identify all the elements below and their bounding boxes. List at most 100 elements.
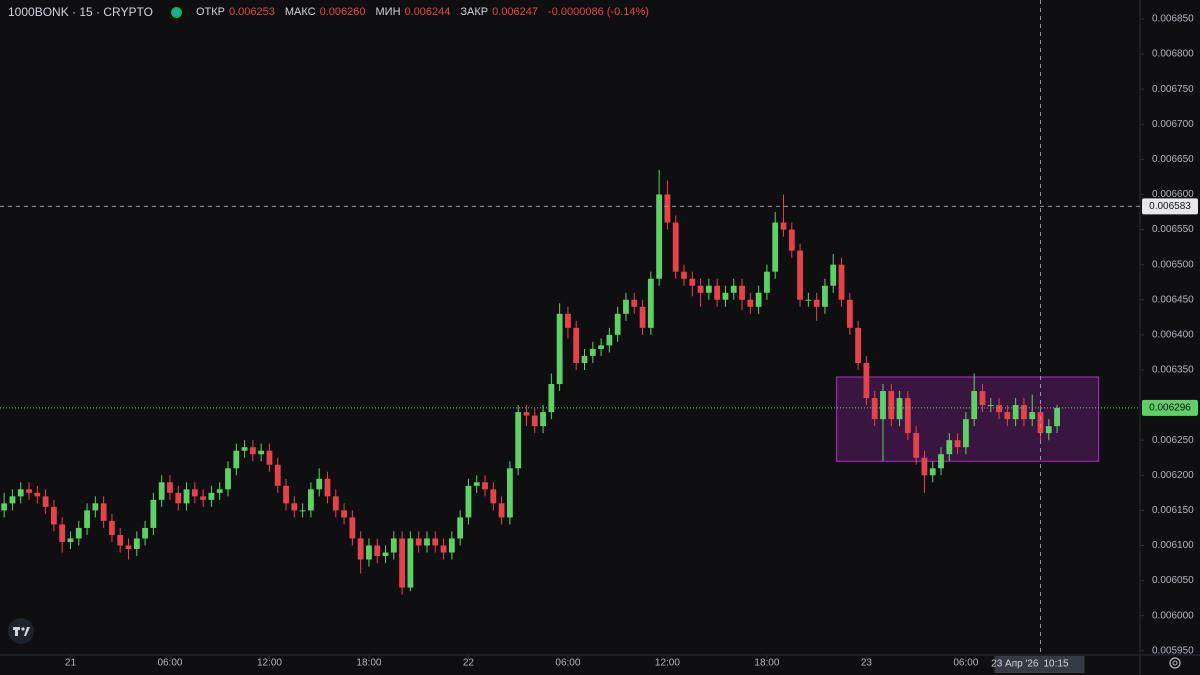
candle-body xyxy=(274,464,281,486)
candle-body xyxy=(167,482,173,493)
candle-body xyxy=(962,419,969,448)
candle-body xyxy=(175,492,182,504)
candle-body xyxy=(913,433,920,458)
open-value: 0.006253 xyxy=(228,6,275,18)
y-tick-label: 0.006600 xyxy=(1152,189,1194,200)
x-tick-label: 18:00 xyxy=(356,658,381,669)
candle-body xyxy=(846,299,853,328)
y-tick-label: 0.006050 xyxy=(1152,575,1194,586)
candle-body xyxy=(788,229,795,251)
high-label: МАКС xyxy=(284,6,316,18)
candle-body xyxy=(689,278,696,286)
candle-body xyxy=(117,534,124,546)
y-tick-label: 0.006100 xyxy=(1152,540,1194,551)
candle-body xyxy=(805,299,812,301)
candle-body xyxy=(216,489,223,493)
y-tick-label: 0.006700 xyxy=(1152,119,1194,130)
close-value: 0.006247 xyxy=(492,6,539,18)
candle-body xyxy=(473,482,480,486)
candle-body xyxy=(142,527,148,539)
last-price-tag xyxy=(1142,399,1198,416)
y-tick-label: 0.006500 xyxy=(1152,259,1194,270)
candle-body xyxy=(357,538,364,560)
candle-body xyxy=(241,447,248,451)
candle-body xyxy=(291,503,298,511)
candle-body xyxy=(59,524,66,542)
candle-body xyxy=(515,412,522,469)
candle-body xyxy=(183,489,190,504)
candle-body xyxy=(755,292,762,307)
candle-body xyxy=(249,447,256,455)
candle-body xyxy=(1021,405,1027,420)
candle-body xyxy=(954,440,961,448)
candle-body xyxy=(697,285,704,293)
candle-body xyxy=(498,503,505,518)
candle-body xyxy=(225,468,231,490)
candle-body xyxy=(366,545,372,560)
candle-body xyxy=(92,503,99,511)
candle-body xyxy=(457,517,464,539)
x-tick-label: 22 xyxy=(463,658,475,669)
candle-body xyxy=(921,457,928,476)
candle-body xyxy=(556,313,563,385)
candle-body xyxy=(548,384,555,413)
low-label: МИН xyxy=(375,6,401,18)
y-tick-label: 0.006350 xyxy=(1152,365,1194,376)
candle-body xyxy=(26,489,32,493)
settings-icon[interactable] xyxy=(1169,657,1181,669)
candle-body xyxy=(349,517,356,539)
candle-body xyxy=(813,299,820,307)
candle-body xyxy=(681,271,687,279)
candles xyxy=(1,169,1060,595)
candle-body xyxy=(797,250,803,300)
candle-body xyxy=(158,482,165,500)
y-tick-label: 0.006150 xyxy=(1152,505,1194,516)
candle-body xyxy=(996,405,1002,413)
candle-body xyxy=(200,496,207,500)
candle-body xyxy=(465,485,472,518)
candle-body xyxy=(17,489,24,497)
candle-body xyxy=(133,538,140,549)
candle-body xyxy=(374,545,381,557)
candle-body xyxy=(764,271,770,293)
candle-body xyxy=(399,538,406,588)
candle-body xyxy=(722,292,729,300)
candle-body xyxy=(780,222,787,230)
candle-body xyxy=(540,412,546,427)
candle-body xyxy=(946,440,953,455)
status-dot xyxy=(170,6,182,18)
candle-body xyxy=(647,278,654,328)
candle-body xyxy=(987,405,994,407)
candle-body xyxy=(482,482,488,490)
candle-body xyxy=(614,313,621,335)
crosshair-time-tag xyxy=(994,656,1085,673)
last-price-label: 0.006296 xyxy=(1149,403,1191,414)
candle-body xyxy=(971,391,978,420)
x-tick-label: 06:00 xyxy=(157,658,182,669)
candle-body xyxy=(440,545,447,553)
open-label: ОТКР xyxy=(195,6,225,18)
tv-logo xyxy=(8,618,34,644)
candle-body xyxy=(714,285,721,300)
candle-body xyxy=(1029,412,1036,420)
candle-body xyxy=(822,285,828,307)
candle-body xyxy=(598,345,604,349)
candle-body xyxy=(772,222,779,272)
candle-body xyxy=(324,478,331,497)
candle-body xyxy=(424,538,430,546)
candle-body xyxy=(672,222,679,272)
candle-body xyxy=(258,450,265,455)
y-tick-label: 0.005950 xyxy=(1152,645,1194,656)
y-tick-label: 0.006000 xyxy=(1152,610,1194,621)
candle-body xyxy=(1054,407,1060,427)
candle-body xyxy=(448,538,455,553)
candle-body xyxy=(523,412,530,416)
candle-body xyxy=(739,285,745,300)
candle-body xyxy=(208,492,215,500)
candle-body xyxy=(730,285,737,293)
candle-body xyxy=(233,450,240,469)
candle-body xyxy=(75,527,82,539)
